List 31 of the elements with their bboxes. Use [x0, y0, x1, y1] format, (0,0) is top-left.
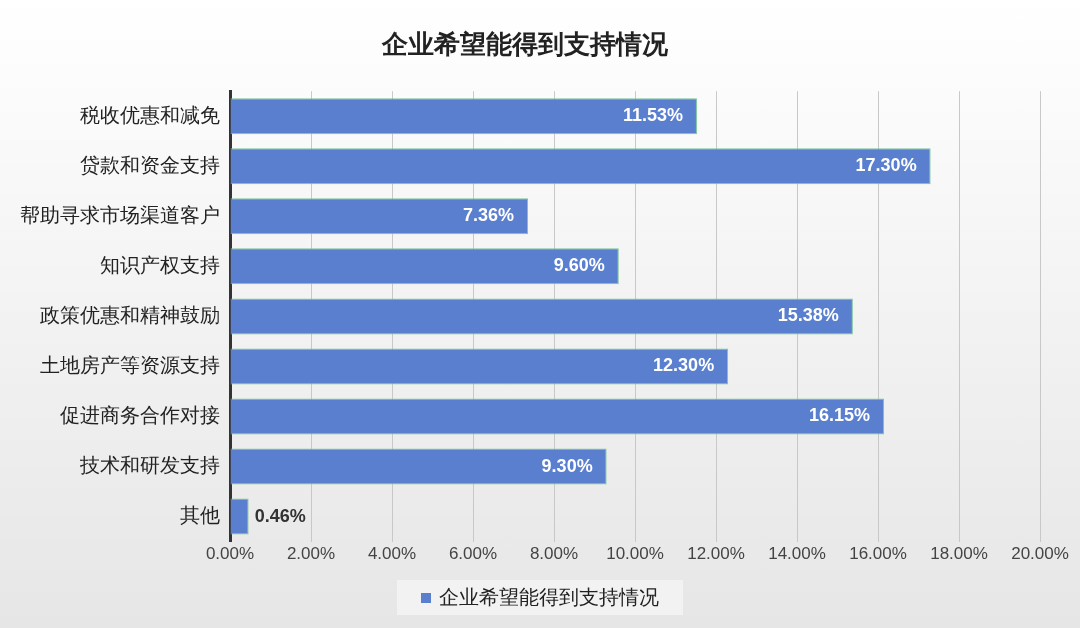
- data-label: 9.60%: [553, 255, 605, 276]
- x-tick-label: 2.00%: [286, 544, 336, 564]
- y-tick-label: 政策优惠和精神鼓励: [40, 303, 220, 326]
- chart-title: 企业希望能得到支持情况: [381, 28, 669, 59]
- x-tick-label: 18.00%: [930, 544, 988, 564]
- y-tick-label: 帮助寻求市场渠道客户: [20, 203, 220, 226]
- y-tick-label: 促进商务合作对接: [60, 404, 220, 426]
- data-label: 16.15%: [809, 405, 871, 426]
- data-label: 15.38%: [777, 305, 839, 326]
- legend-label: 企业希望能得到支持情况: [439, 585, 659, 610]
- data-label: 9.30%: [541, 455, 593, 476]
- data-label: 17.30%: [855, 155, 917, 176]
- x-tick-label: 4.00%: [367, 544, 417, 564]
- data-label: 0.46%: [254, 505, 306, 526]
- data-label: 12.30%: [653, 355, 715, 376]
- x-tick-label: 0.00%: [205, 544, 255, 564]
- y-tick-label: 贷款和资金支持: [80, 153, 220, 176]
- x-tick-label: 6.00%: [448, 544, 498, 564]
- y-tick-label: 知识产权支持: [100, 253, 220, 276]
- x-tick-label: 14.00%: [768, 544, 826, 564]
- y-tick-label: 土地房产等资源支持: [40, 353, 220, 376]
- x-tick-label: 10.00%: [606, 544, 664, 564]
- y-tick-label: 其他: [180, 504, 220, 527]
- x-tick-label: 12.00%: [687, 544, 745, 564]
- y-tick-label: 税收优惠和减免: [80, 103, 220, 126]
- y-tick-label: 技术和研发支持: [79, 454, 220, 477]
- x-tick-label: 16.00%: [849, 544, 907, 564]
- x-tick-label: 20.00%: [1011, 544, 1069, 564]
- data-label: 7.36%: [463, 205, 515, 226]
- x-tick-label: 8.00%: [529, 544, 579, 564]
- data-label: 11.53%: [622, 105, 683, 126]
